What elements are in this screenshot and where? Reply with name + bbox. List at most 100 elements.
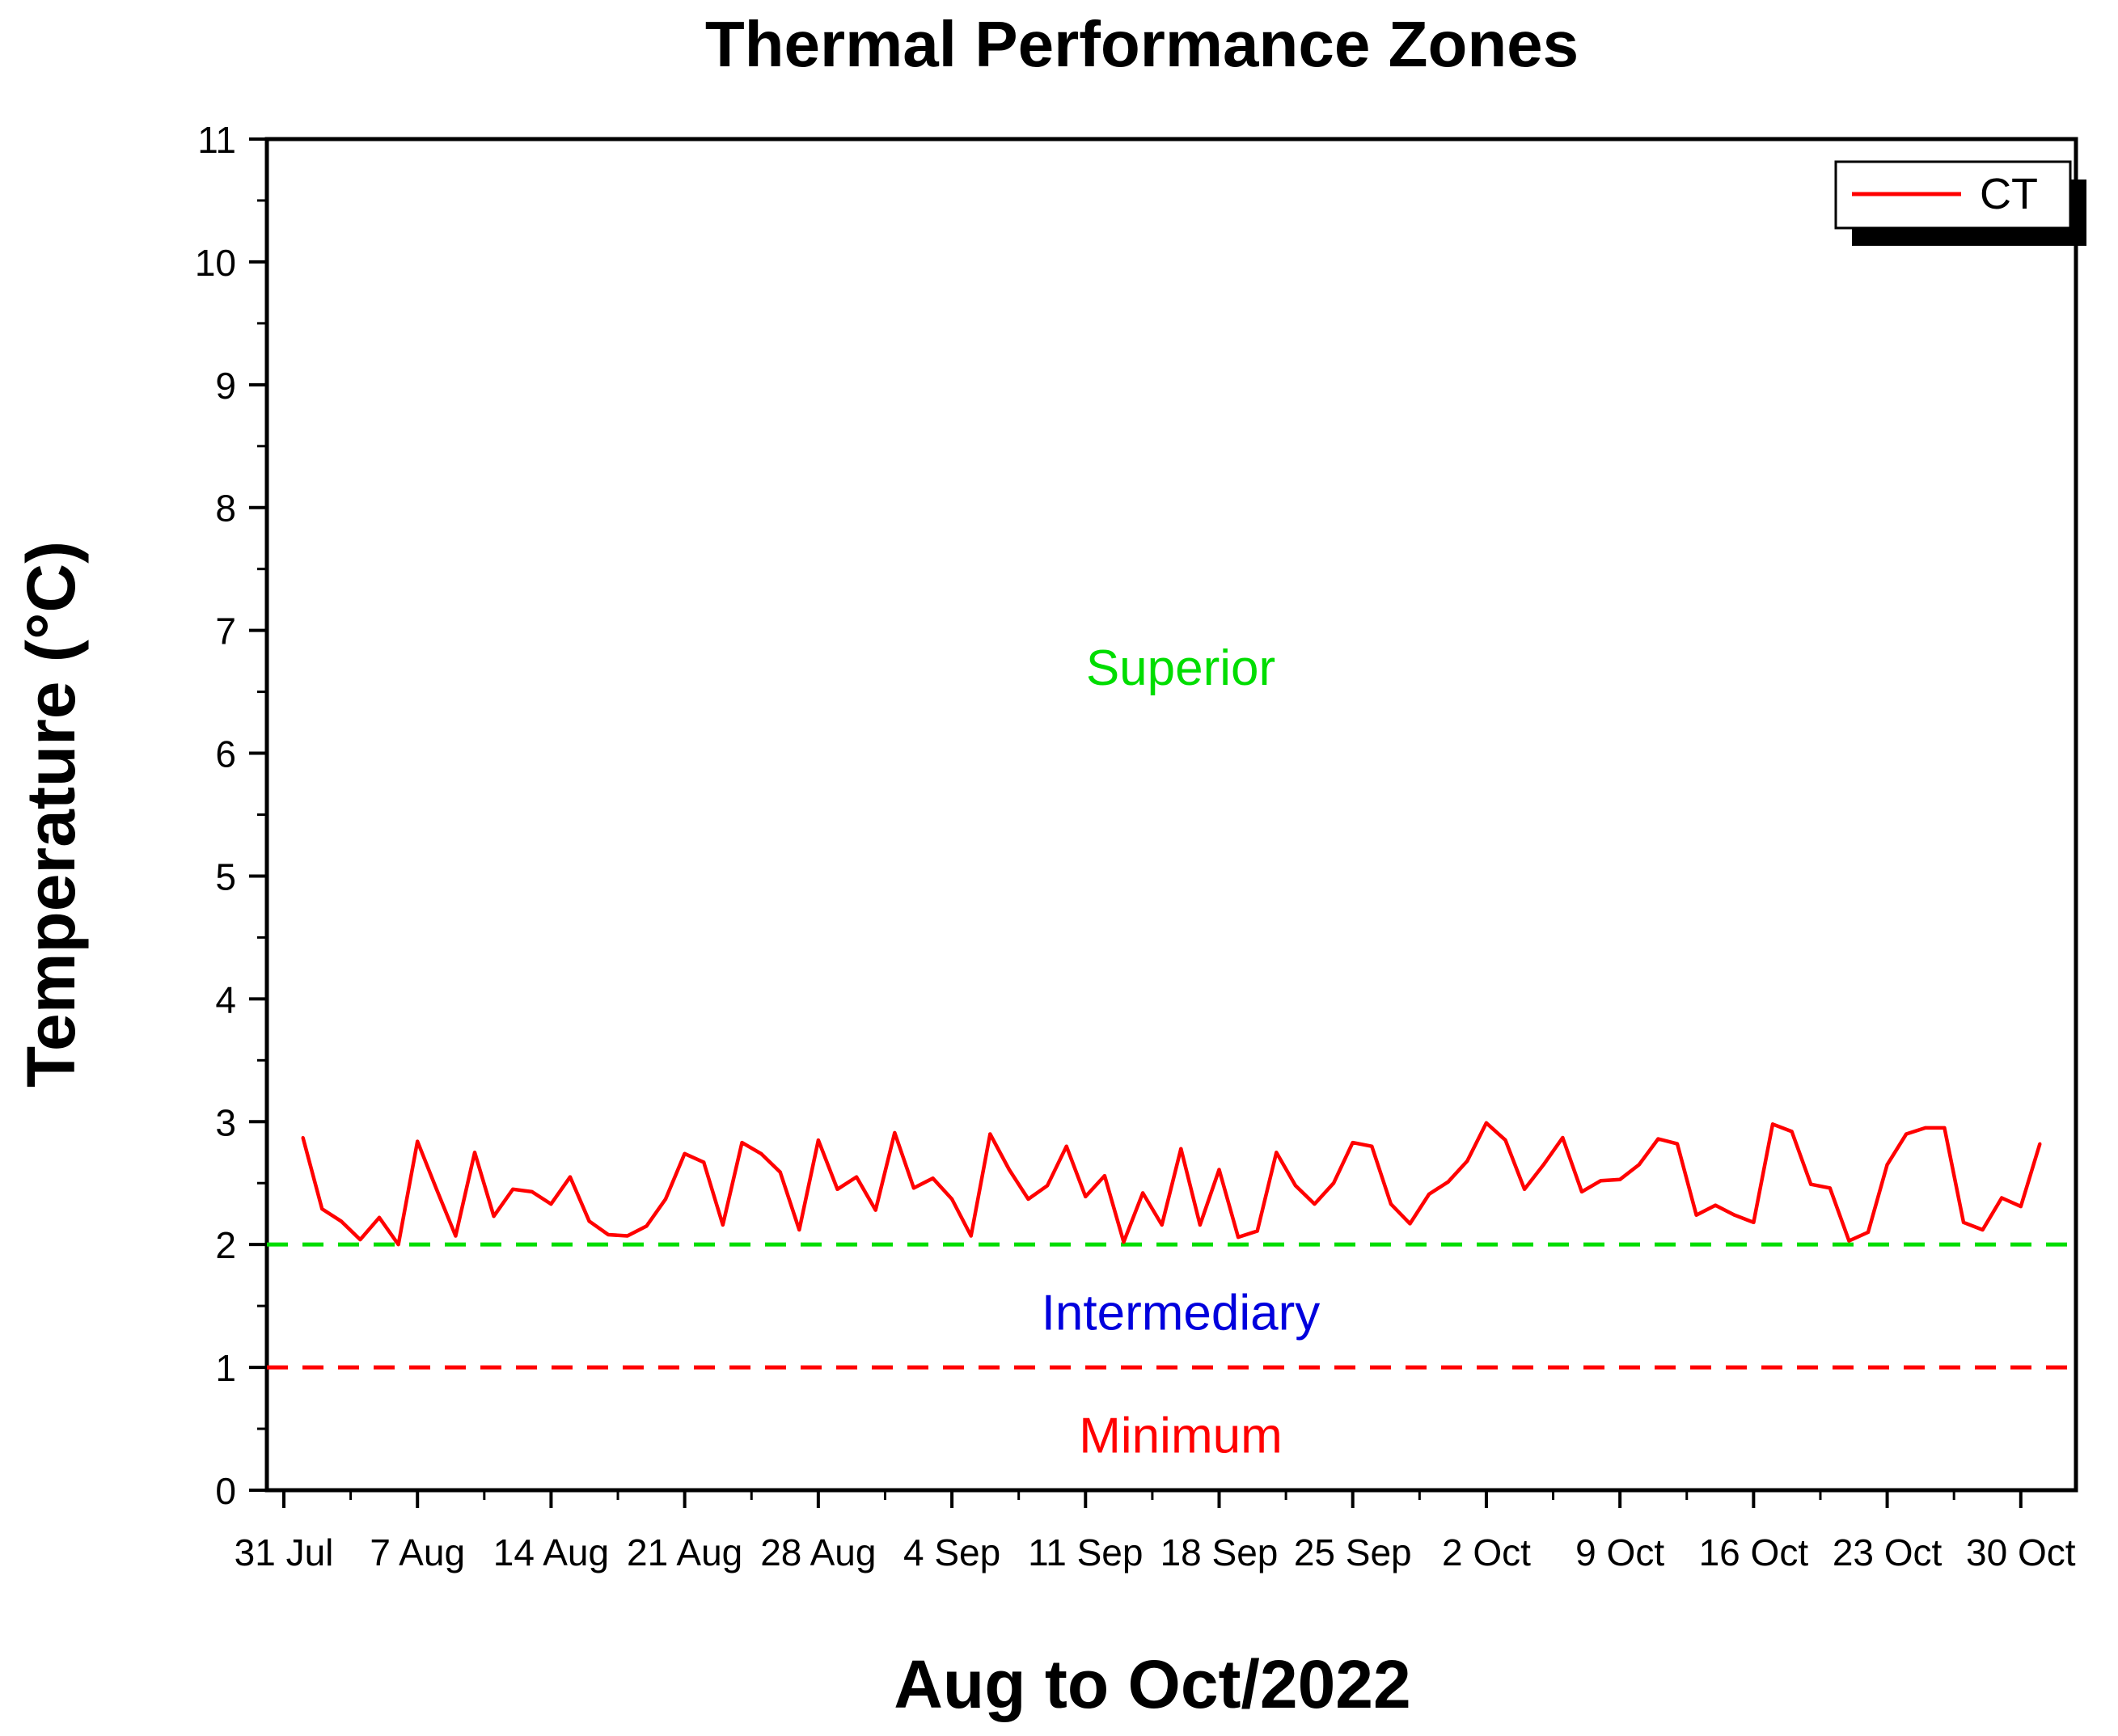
- x-axis: 31 Jul 7 Aug 14 Aug 21 Aug 28 Aug 4 Sep 11 Sep…: [235, 1490, 2076, 1573]
- data-point: [1656, 1137, 1660, 1141]
- data-point: [1370, 1144, 1374, 1148]
- data-point: [1579, 1189, 1583, 1193]
- data-point: [1923, 1126, 1927, 1130]
- data-point: [1752, 1220, 1756, 1224]
- data-point: [969, 1234, 973, 1238]
- data-point: [1618, 1177, 1622, 1181]
- data-point: [434, 1187, 438, 1191]
- data-point: [816, 1138, 820, 1143]
- data-point: [1408, 1222, 1412, 1226]
- data-point: [1599, 1179, 1603, 1183]
- x-tick-label: 11 Sep: [1028, 1531, 1143, 1573]
- data-point: [702, 1160, 706, 1164]
- data-point: [625, 1234, 629, 1238]
- data-point: [1446, 1180, 1450, 1184]
- data-point: [511, 1187, 515, 1191]
- data-point: [2038, 1142, 2042, 1146]
- data-point: [416, 1139, 420, 1143]
- data-point: [1122, 1240, 1126, 1244]
- x-tick-label: 23 Oct: [1833, 1531, 1943, 1573]
- data-point: [1885, 1163, 1889, 1167]
- data-point: [1770, 1122, 1774, 1126]
- data-point: [835, 1187, 839, 1191]
- y-tick-label: 10: [195, 242, 236, 284]
- data-point: [797, 1227, 801, 1231]
- data-point: [1484, 1121, 1488, 1125]
- x-tick-label: 30 Oct: [1966, 1531, 2076, 1573]
- data-point: [378, 1215, 382, 1219]
- y-tick-label: 5: [215, 855, 236, 898]
- data-point: [530, 1189, 534, 1193]
- data-point: [893, 1130, 897, 1134]
- legend: CT: [1834, 160, 2086, 246]
- data-point: [1084, 1194, 1088, 1198]
- data-point: [1465, 1159, 1469, 1163]
- x-tick-label: 16 Oct: [1699, 1531, 1809, 1573]
- y-tick-label: 6: [215, 733, 236, 775]
- data-point: [396, 1243, 400, 1247]
- data-point: [1790, 1130, 1794, 1134]
- x-tick-label: 9 Oct: [1575, 1531, 1664, 1573]
- data-point: [1237, 1235, 1241, 1240]
- data-point: [1981, 1227, 1985, 1231]
- data-point: [1427, 1192, 1431, 1196]
- zone-label-intermediary: Intermediary: [1042, 1286, 1321, 1341]
- data-point: [1102, 1174, 1106, 1178]
- y-tick-label: 3: [215, 1101, 236, 1143]
- data-point: [1179, 1147, 1183, 1151]
- data-point: [492, 1214, 496, 1219]
- data-point: [1694, 1213, 1698, 1217]
- data-point: [1523, 1187, 1527, 1191]
- data-point: [1275, 1151, 1279, 1155]
- data-point: [607, 1233, 611, 1237]
- data-point: [1007, 1168, 1011, 1172]
- y-tick-label: 8: [215, 488, 236, 530]
- data-point: [1866, 1230, 1870, 1234]
- data-point: [721, 1223, 725, 1227]
- chart-title: Thermal Performance Zones: [705, 8, 1579, 80]
- data-point: [1714, 1203, 1718, 1207]
- data-point: [1293, 1184, 1297, 1188]
- x-tick-label: 31 Jul: [235, 1531, 334, 1573]
- y-axis-title: Temperature (°C): [13, 541, 89, 1088]
- data-point: [1541, 1163, 1545, 1167]
- data-point: [320, 1207, 324, 1211]
- data-point: [549, 1202, 553, 1206]
- data-point: [1809, 1182, 1813, 1186]
- threshold-lines: [267, 1242, 2076, 1370]
- data-point: [358, 1238, 362, 1242]
- y-axis: 0 1 2 3 4 5 6 7 8 9 10 11: [195, 119, 267, 1512]
- data-point: [931, 1176, 935, 1181]
- data-point: [1351, 1141, 1355, 1145]
- series-group: [301, 1121, 2042, 1247]
- data-point: [1847, 1239, 1851, 1243]
- x-tick-label: 18 Sep: [1160, 1531, 1279, 1573]
- data-point: [1961, 1220, 1965, 1224]
- data-point: [950, 1197, 954, 1201]
- data-point: [454, 1234, 458, 1238]
- data-point: [301, 1136, 305, 1140]
- data-point: [1026, 1197, 1030, 1201]
- data-point: [1943, 1126, 1947, 1130]
- x-tick-label: 4 Sep: [903, 1531, 1000, 1573]
- y-tick-label: 4: [215, 978, 236, 1020]
- data-point: [778, 1170, 782, 1174]
- data-point: [569, 1175, 573, 1179]
- x-tick-label: 7 Aug: [370, 1531, 465, 1573]
- x-tick-label: 2 Oct: [1442, 1531, 1531, 1573]
- data-point: [645, 1224, 649, 1228]
- data-point: [1828, 1186, 1832, 1190]
- data-point: [1503, 1138, 1507, 1143]
- data-point: [339, 1219, 343, 1223]
- data-point: [740, 1141, 744, 1145]
- data-point: [1160, 1223, 1164, 1227]
- data-point: [1313, 1202, 1317, 1206]
- data-point: [1732, 1213, 1736, 1217]
- data-point: [1905, 1132, 1909, 1136]
- data-point: [1332, 1181, 1336, 1185]
- data-point: [988, 1132, 992, 1136]
- y-tick-label: 7: [215, 610, 236, 653]
- zone-labels: Superior Intermediary Minimum: [1042, 640, 1321, 1464]
- data-point: [1675, 1142, 1679, 1146]
